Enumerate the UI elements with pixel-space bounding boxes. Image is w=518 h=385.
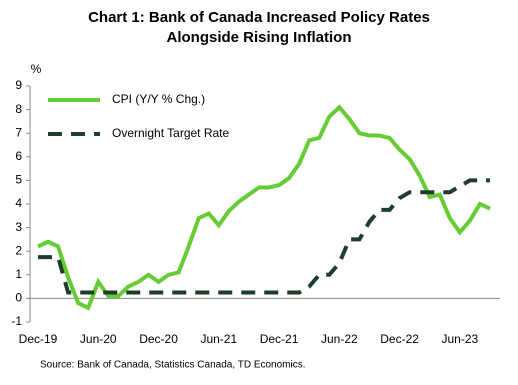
x-tick-label: Dec-22 xyxy=(380,332,419,346)
y-tick-label: 8 xyxy=(15,102,22,116)
series-line xyxy=(38,178,490,295)
chart-title: Chart 1: Bank of Canada Increased Policy… xyxy=(88,9,430,26)
chart-subtitle: Alongside Rising Inflation xyxy=(167,29,352,46)
y-axis-label: % xyxy=(31,62,42,76)
x-tick-label: Jun-23 xyxy=(442,332,479,346)
legend-label: CPI (Y/Y % Chg.) xyxy=(112,92,205,106)
x-tick-label: Jun-20 xyxy=(80,332,117,346)
y-tick-label: 1 xyxy=(15,267,22,281)
y-tick-label: 2 xyxy=(15,243,22,257)
series-line xyxy=(37,104,491,311)
x-tick-label: Dec-21 xyxy=(260,332,299,346)
y-tick-label: 6 xyxy=(15,149,22,163)
x-tick-label: Jun-22 xyxy=(321,332,358,346)
x-tick-label: Dec-19 xyxy=(19,332,58,346)
y-tick-label: 3 xyxy=(15,220,22,234)
y-tick-label: 4 xyxy=(15,196,22,210)
x-tick-label: Dec-20 xyxy=(139,332,178,346)
source-note: Source: Bank of Canada, Statistics Canad… xyxy=(40,360,306,371)
y-tick-label: 0 xyxy=(15,291,22,305)
legend-label: Overnight Target Rate xyxy=(112,126,230,140)
y-tick-label: 9 xyxy=(15,78,22,92)
x-tick-label: Jun-21 xyxy=(200,332,237,346)
y-tick-label: 7 xyxy=(15,125,22,139)
y-tick-label: 5 xyxy=(15,173,22,187)
y-tick-label: -1 xyxy=(11,314,22,328)
